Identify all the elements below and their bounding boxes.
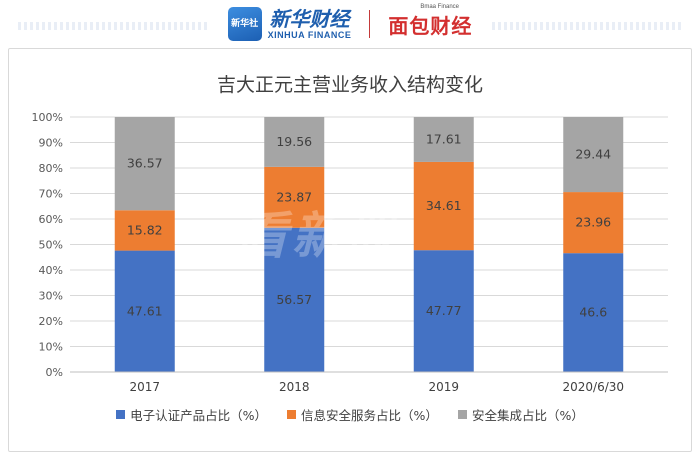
legend-item-series3: 安全集成占比（%） [457,405,584,424]
logo-divider [369,10,371,38]
bar-segment [264,166,325,228]
data-label: 23.96 [575,215,611,230]
legend-label-series2: 信息安全服务占比（%） [301,408,438,423]
y-tick-label: 0% [46,366,63,379]
data-label: 34.61 [426,198,462,213]
data-label: 47.77 [426,303,462,318]
data-label: 36.57 [127,156,163,171]
x-tick-label: 2020/6/30 [562,380,624,394]
data-label: 47.61 [127,303,163,318]
bar-segment [413,161,474,251]
y-tick-label: 40% [39,264,63,277]
bar-segment [563,117,624,193]
legend-label-series3: 安全集成占比（%） [471,408,584,423]
bread-finance-logo: Bmaa Finance 面包财经 [384,4,477,39]
legend-swatch-series2 [287,410,297,419]
bar-segment [413,250,474,372]
bar-segment [114,250,175,372]
xinhua-finance-logo: 新华社 新华财经 XINHUA FINANCE [223,7,356,41]
bread-finance-logo-cn: 面包财经 [388,13,473,38]
legend-item-series1: 电子认证产品占比（%） [116,405,267,424]
y-tick-label: 70% [39,188,63,201]
legend-swatch-series3 [457,410,467,419]
chart-title: 吉大正元主营业务收入结构变化 [216,74,483,96]
bar-segment [114,210,175,251]
x-tick-label: 2018 [279,380,310,394]
y-tick-label: 20% [39,315,63,328]
y-tick-label: 30% [39,290,63,303]
bar-segment [563,253,624,372]
legend-label-series1: 电子认证产品占比（%） [130,408,268,423]
data-label: 23.87 [276,189,312,204]
bar-segment [114,117,175,211]
y-tick-label: 90% [39,137,63,150]
data-label: 17.61 [426,131,462,146]
legend-item-series2: 信息安全服务占比（%） [287,405,438,424]
y-tick-label: 60% [39,213,63,226]
legend-swatch-series1 [116,410,126,419]
data-label: 46.6 [579,305,607,320]
header: 新华社 新华财经 XINHUA FINANCE Bmaa Finance 面包财… [0,0,700,48]
xinhua-logo-cn: 新华财经 [269,7,350,31]
xinhua-badge-icon: 新华社 [227,7,262,41]
bread-finance-logo-en: Bmaa Finance [420,3,460,10]
data-label: 29.44 [575,147,611,162]
chart-frame [8,48,692,452]
data-label: 19.56 [276,134,312,149]
x-tick-label: 2019 [428,380,459,394]
y-tick-label: 100% [32,111,63,124]
y-tick-label: 50% [39,239,63,252]
bar-segment [264,117,325,167]
data-label: 56.57 [276,292,312,307]
y-tick-label: 10% [39,341,63,354]
bar-segment [264,227,325,372]
bar-segment [563,192,624,254]
data-label: 15.82 [127,222,163,237]
chart-legend: 电子认证产品占比（%） 信息安全服务占比（%） 安全集成占比（%） [0,405,700,424]
bar-segment [413,117,474,162]
decor-stripe [492,22,682,30]
xinhua-logo-en: XINHUA FINANCE [267,30,352,40]
y-tick-label: 80% [39,162,63,175]
decor-stripe [18,22,208,30]
x-tick-label: 2017 [129,380,160,394]
